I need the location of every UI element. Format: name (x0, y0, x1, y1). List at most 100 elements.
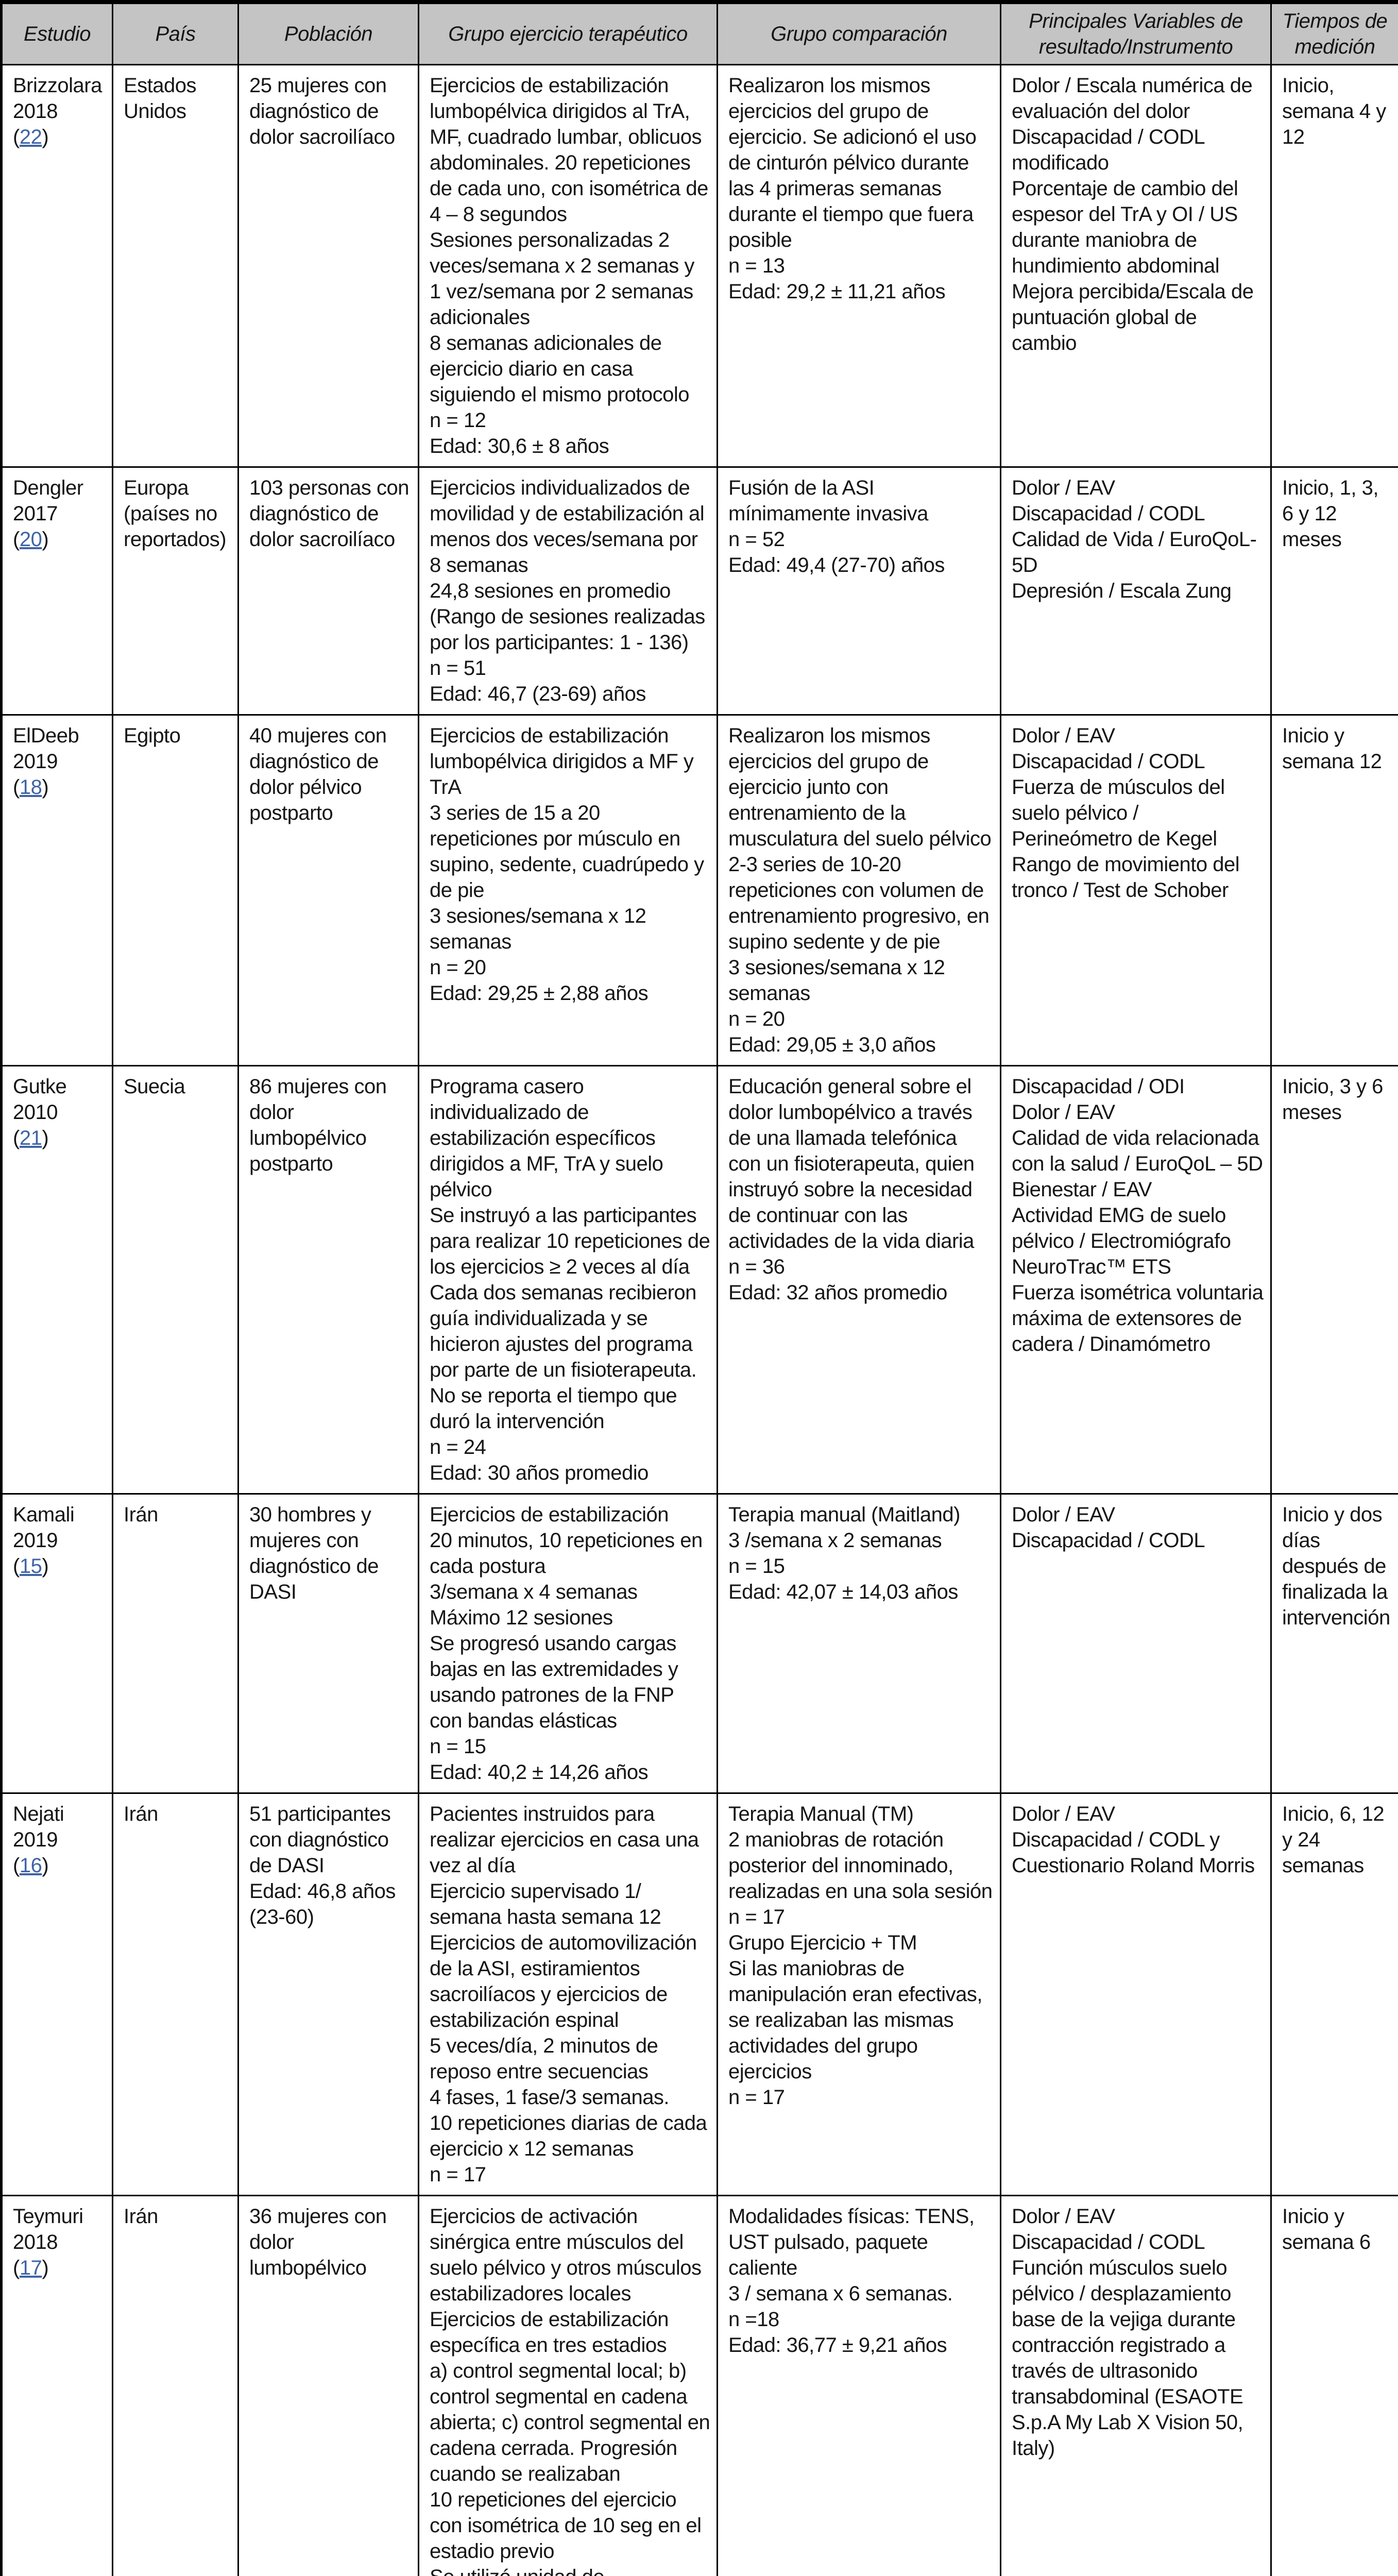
study-reference: (18) (13, 774, 106, 800)
paren-close: ) (42, 1854, 49, 1877)
country-cell: Irán (112, 1493, 239, 1794)
paren-open: ( (13, 2257, 20, 2279)
study-cell: ElDeeb 2019 (18) (1, 714, 113, 1066)
exercise-group-cell: Programa casero individualizado de estab… (418, 1065, 718, 1495)
header-row: Estudio País Población Grupo ejercicio t… (1, 1, 1398, 65)
study-reference: (22) (13, 124, 106, 150)
population-cell: 25 mujeres con diagnóstico de dolor sacr… (237, 64, 419, 468)
study-label: Kamali 2019 (13, 1503, 75, 1552)
table-row: Nejati 2019 (16) Irán 51 participantes c… (1, 1792, 1398, 2196)
study-cell: Teymuri 2018 (17) (1, 2195, 113, 2576)
table-row: Gutke 2010 (21) Suecia 86 mujeres con do… (1, 1065, 1398, 1495)
study-reference: (15) (13, 1553, 106, 1579)
header-grupo-comparacion: Grupo comparación (717, 1, 1001, 65)
study-cell: Brizzolara 2018 (22) (1, 64, 113, 468)
measurement-times-cell: Inicio y dos días después de finalizada … (1270, 1493, 1398, 1794)
reference-link[interactable]: 17 (19, 2257, 42, 2279)
study-label: Teymuri 2018 (13, 2205, 83, 2253)
paren-close: ) (42, 2257, 49, 2279)
population-cell: 103 personas con diagnóstico de dolor sa… (237, 466, 419, 716)
country-cell: Estados Unidos (112, 64, 239, 468)
comparison-group-cell: Terapia Manual (TM) 2 maniobras de rotac… (717, 1792, 1001, 2196)
country-cell: Irán (112, 2195, 239, 2576)
measurement-times-cell: Inicio y semana 6 (1270, 2195, 1398, 2576)
study-reference: (16) (13, 1853, 106, 1878)
study-cell: Kamali 2019 (15) (1, 1493, 113, 1794)
header-estudio: Estudio (1, 1, 113, 65)
paren-open: ( (13, 1555, 20, 1578)
table-row: ElDeeb 2019 (18) Egipto 40 mujeres con d… (1, 714, 1398, 1066)
comparison-group-cell: Educación general sobre el dolor lumbopé… (717, 1065, 1001, 1495)
paren-open: ( (13, 1854, 20, 1877)
country-cell: Suecia (112, 1065, 239, 1495)
study-reference: (17) (13, 2255, 106, 2281)
outcome-variables-cell: Dolor / EAV Discapacidad / CODL Fuerza d… (1000, 714, 1272, 1066)
reference-link[interactable]: 22 (19, 126, 42, 148)
paren-open: ( (13, 126, 20, 148)
study-cell: Nejati 2019 (16) (1, 1792, 113, 2196)
reference-link[interactable]: 20 (19, 528, 42, 551)
outcome-variables-cell: Dolor / EAV Discapacidad / CODL Función … (1000, 2195, 1272, 2576)
measurement-times-cell: Inicio, 1, 3, 6 y 12 meses (1270, 466, 1398, 716)
exercise-group-cell: Ejercicios individualizados de movilidad… (418, 466, 718, 716)
paren-close: ) (42, 126, 49, 148)
table-row: Dengler 2017 (20) Europa (países no repo… (1, 466, 1398, 716)
country-cell: Egipto (112, 714, 239, 1066)
outcome-variables-cell: Dolor / Escala numérica de evaluación de… (1000, 64, 1272, 468)
exercise-group-cell: Ejercicios de estabilización 20 minutos,… (418, 1493, 718, 1794)
paren-open: ( (13, 1127, 20, 1149)
paren-open: ( (13, 776, 20, 799)
reference-link[interactable]: 15 (19, 1555, 42, 1578)
outcome-variables-cell: Discapacidad / ODI Dolor / EAV Calidad d… (1000, 1065, 1272, 1495)
study-label: Brizzolara 2018 (13, 74, 102, 123)
exercise-group-cell: Ejercicios de estabilización lumbopélvic… (418, 64, 718, 468)
paren-close: ) (42, 1555, 49, 1578)
country-cell: Irán (112, 1792, 239, 2196)
outcome-variables-cell: Dolor / EAV Discapacidad / CODL (1000, 1493, 1272, 1794)
study-reference: (20) (13, 527, 106, 552)
exercise-group-cell: Pacientes instruidos para realizar ejerc… (418, 1792, 718, 2196)
comparison-group-cell: Fusión de la ASI mínimamente invasiva n … (717, 466, 1001, 716)
table-row: Brizzolara 2018 (22) Estados Unidos 25 m… (1, 64, 1398, 468)
reference-link[interactable]: 21 (19, 1127, 42, 1149)
header-grupo-ejercicio: Grupo ejercicio terapéutico (418, 1, 718, 65)
population-cell: 30 hombres y mujeres con diagnóstico de … (237, 1493, 419, 1794)
study-label: ElDeeb 2019 (13, 724, 79, 773)
study-cell: Dengler 2017 (20) (1, 466, 113, 716)
comparison-group-cell: Realizaron los mismos ejercicios del gru… (717, 714, 1001, 1066)
table-header: Estudio País Población Grupo ejercicio t… (1, 1, 1398, 65)
header-poblacion: Población (237, 1, 419, 65)
table-body: Brizzolara 2018 (22) Estados Unidos 25 m… (1, 64, 1398, 2576)
population-cell: 86 mujeres con dolor lumbopélvico postpa… (237, 1065, 419, 1495)
reference-link[interactable]: 18 (19, 776, 42, 799)
outcome-variables-cell: Dolor / EAV Discapacidad / CODL Calidad … (1000, 466, 1272, 716)
header-variables: Principales Variables de resultado/Instr… (1000, 1, 1272, 65)
study-label: Nejati 2019 (13, 1803, 64, 1851)
study-label: Dengler 2017 (13, 477, 83, 525)
comparison-group-cell: Terapia manual (Maitland) 3 /semana x 2 … (717, 1493, 1001, 1794)
population-cell: 51 participantes con diagnóstico de DASI… (237, 1792, 419, 2196)
study-reference: (21) (13, 1125, 106, 1151)
outcome-variables-cell: Dolor / EAV Discapacidad / CODL y Cuesti… (1000, 1792, 1272, 2196)
header-tiempos: Tiempos de medición (1270, 1, 1398, 65)
measurement-times-cell: Inicio, semana 4 y 12 (1270, 64, 1398, 468)
measurement-times-cell: Inicio y semana 12 (1270, 714, 1398, 1066)
country-cell: Europa (países no reportados) (112, 466, 239, 716)
comparison-group-cell: Modalidades físicas: TENS, UST pulsado, … (717, 2195, 1001, 2576)
table-row: Teymuri 2018 (17) Irán 36 mujeres con do… (1, 2195, 1398, 2576)
study-cell: Gutke 2010 (21) (1, 1065, 113, 1495)
paren-close: ) (42, 1127, 49, 1149)
paren-open: ( (13, 528, 20, 551)
exercise-group-cell: Ejercicios de activación sinérgica entre… (418, 2195, 718, 2576)
table-row: Kamali 2019 (15) Irán 30 hombres y mujer… (1, 1493, 1398, 1794)
measurement-times-cell: Inicio, 3 y 6 meses (1270, 1065, 1398, 1495)
measurement-times-cell: Inicio, 6, 12 y 24 semanas (1270, 1792, 1398, 2196)
paren-close: ) (42, 528, 49, 551)
reference-link[interactable]: 16 (19, 1854, 42, 1877)
header-pais: País (112, 1, 239, 65)
population-cell: 36 mujeres con dolor lumbopélvico (237, 2195, 419, 2576)
population-cell: 40 mujeres con diagnóstico de dolor pélv… (237, 714, 419, 1066)
exercise-group-cell: Ejercicios de estabilización lumbopélvic… (418, 714, 718, 1066)
study-label: Gutke 2010 (13, 1075, 67, 1124)
